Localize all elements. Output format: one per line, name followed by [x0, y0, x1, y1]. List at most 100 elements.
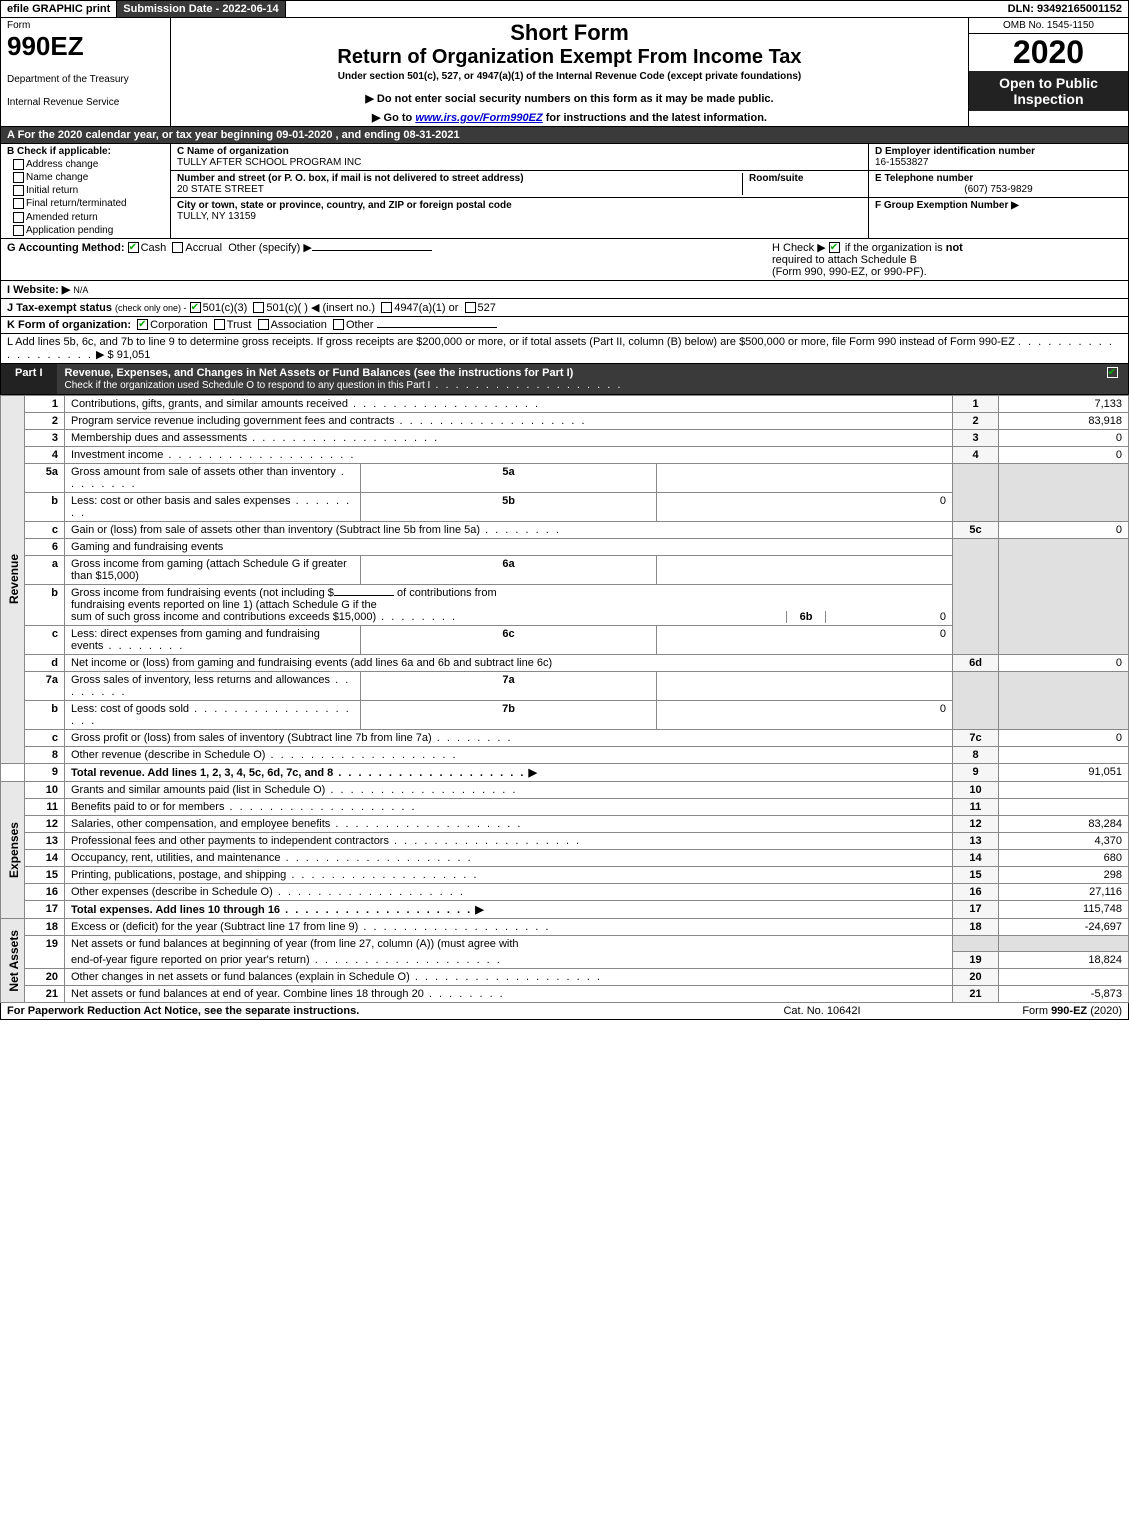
line-21-amt: -5,873: [999, 986, 1129, 1003]
line-6c-subamt: 0: [657, 625, 953, 654]
h-text1: H Check ▶: [772, 242, 826, 254]
line-16-num: 16: [25, 883, 65, 900]
part-i-title: Revenue, Expenses, and Changes in Net As…: [57, 364, 1098, 394]
line-10-box: 10: [953, 781, 999, 798]
goto-post: for instructions and the latest informat…: [543, 112, 767, 124]
chk-h: [829, 242, 840, 253]
line-2-num: 2: [25, 412, 65, 429]
line-4-desc: Investment income: [71, 449, 355, 461]
line-3-desc: Membership dues and assessments: [71, 432, 439, 444]
gh-row: G Accounting Method: Cash Accrual Other …: [0, 239, 1129, 281]
line-5b-sub: 5b: [361, 492, 657, 521]
line-5a-subamt: [657, 463, 953, 492]
line-13-desc: Professional fees and other payments to …: [71, 835, 581, 847]
line-7c-amt: 0: [999, 729, 1129, 746]
line-13-num: 13: [25, 832, 65, 849]
c-city-value: TULLY, NY 13159: [177, 211, 862, 222]
calendar-year-row: A For the 2020 calendar year, or tax yea…: [0, 127, 1129, 144]
h-text2: if the organization is: [845, 242, 946, 254]
line-16-desc: Other expenses (describe in Schedule O): [71, 886, 465, 898]
k-o3: Association: [271, 319, 327, 331]
l-amount: ▶ $ 91,051: [96, 349, 150, 361]
line-17-num: 17: [25, 900, 65, 918]
j-sub: (check only one) -: [115, 303, 187, 313]
ssn-warning: ▶ Do not enter social security numbers o…: [179, 92, 960, 105]
topbar-spacer: [286, 1, 1002, 17]
line-19-box: 19: [953, 952, 999, 969]
b-label: B Check if applicable:: [7, 146, 111, 157]
form-number: 990EZ: [7, 31, 164, 62]
line-19-amt: 18,824: [999, 952, 1129, 969]
line-15-desc: Printing, publications, postage, and shi…: [71, 869, 478, 881]
dept-treasury: Department of the Treasury: [7, 74, 164, 85]
c-room-label: Room/suite: [749, 173, 862, 184]
g-cash: Cash: [141, 242, 167, 254]
line-10-num: 10: [25, 781, 65, 798]
line-6b-num: b: [25, 584, 65, 625]
lines-table: Revenue 1 Contributions, gifts, grants, …: [0, 395, 1129, 1004]
line-13-box: 13: [953, 832, 999, 849]
chk-name-change: Name change: [13, 172, 164, 183]
line-6a-num: a: [25, 555, 65, 584]
part-i-heading: Part I Revenue, Expenses, and Changes in…: [0, 364, 1129, 395]
line-4-num: 4: [25, 446, 65, 463]
line-7a-sub: 7a: [361, 671, 657, 700]
line-17-amt: 115,748: [999, 900, 1129, 918]
line-6-desc: Gaming and fundraising events: [65, 538, 953, 555]
j-o3: 4947(a)(1) or: [394, 302, 458, 314]
line-7a-desc: Gross sales of inventory, less returns a…: [71, 674, 350, 698]
k-form-org-row: K Form of organization: Corporation Trus…: [0, 317, 1129, 334]
header-mid: Short Form Return of Organization Exempt…: [171, 18, 968, 126]
line-10-desc: Grants and similar amounts paid (list in…: [71, 784, 517, 796]
chk-corp: [137, 319, 148, 330]
line-17-arrow: ▶: [475, 904, 483, 916]
line-7b-num: b: [25, 700, 65, 729]
line-10-amt: [999, 781, 1129, 798]
line-5b-subamt: 0: [657, 492, 953, 521]
line-5b-desc: Less: cost or other basis and sales expe…: [71, 495, 351, 519]
d-ein-value: 16-1553827: [875, 157, 1122, 168]
line-21-box: 21: [953, 986, 999, 1003]
line-6c-sub: 6c: [361, 625, 657, 654]
line-7c-box: 7c: [953, 729, 999, 746]
line-7c-num: c: [25, 729, 65, 746]
line-9-box: 9: [953, 763, 999, 781]
line-9-amt: 91,051: [999, 763, 1129, 781]
line-17-desc: Total expenses. Add lines 10 through 16: [71, 904, 472, 916]
line-19-desc2: end-of-year figure reported on prior yea…: [71, 954, 502, 966]
line-2-amt: 83,918: [999, 412, 1129, 429]
dln-label: DLN: 93492165001152: [1002, 1, 1128, 17]
line-5c-desc: Gain or (loss) from sale of assets other…: [71, 524, 561, 536]
line-7a-subamt: [657, 671, 953, 700]
line-6a-subamt: [657, 555, 953, 584]
h-not: not: [946, 242, 963, 254]
line-15-num: 15: [25, 866, 65, 883]
k-o2: Trust: [227, 319, 252, 331]
line-6-num: 6: [25, 538, 65, 555]
dept-irs: Internal Revenue Service: [7, 97, 164, 108]
e-phone-label: E Telephone number: [875, 173, 1122, 184]
line-7b-sub: 7b: [361, 700, 657, 729]
line-14-box: 14: [953, 849, 999, 866]
line-7b-desc: Less: cost of goods sold: [71, 703, 351, 727]
h-check: H Check ▶ if the organization is not req…: [772, 241, 1122, 278]
line-14-desc: Occupancy, rent, utilities, and maintena…: [71, 852, 473, 864]
form-word: Form: [7, 20, 164, 31]
j-o4: 527: [478, 302, 496, 314]
line-5a-num: 5a: [25, 463, 65, 492]
open-inspection: Open to Public Inspection: [969, 71, 1128, 111]
f-group-label: F Group Exemption Number ▶: [875, 200, 1122, 211]
chk-other-org: [333, 319, 344, 330]
line-5a-desc: Gross amount from sale of assets other t…: [71, 466, 346, 490]
i-value: N/A: [73, 285, 88, 295]
c-street-label: Number and street (or P. O. box, if mail…: [177, 173, 742, 184]
line-3-num: 3: [25, 429, 65, 446]
line-2-box: 2: [953, 412, 999, 429]
header-right: OMB No. 1545-1150 2020 Open to Public In…: [968, 18, 1128, 126]
short-form-title: Short Form: [179, 20, 960, 46]
line-6b-desc: Gross income from fundraising events (no…: [65, 584, 953, 625]
line-11-amt: [999, 798, 1129, 815]
line-5c-amt: 0: [999, 521, 1129, 538]
goto-link[interactable]: www.irs.gov/Form990EZ: [415, 112, 542, 124]
chk-label: Address change: [26, 159, 98, 170]
